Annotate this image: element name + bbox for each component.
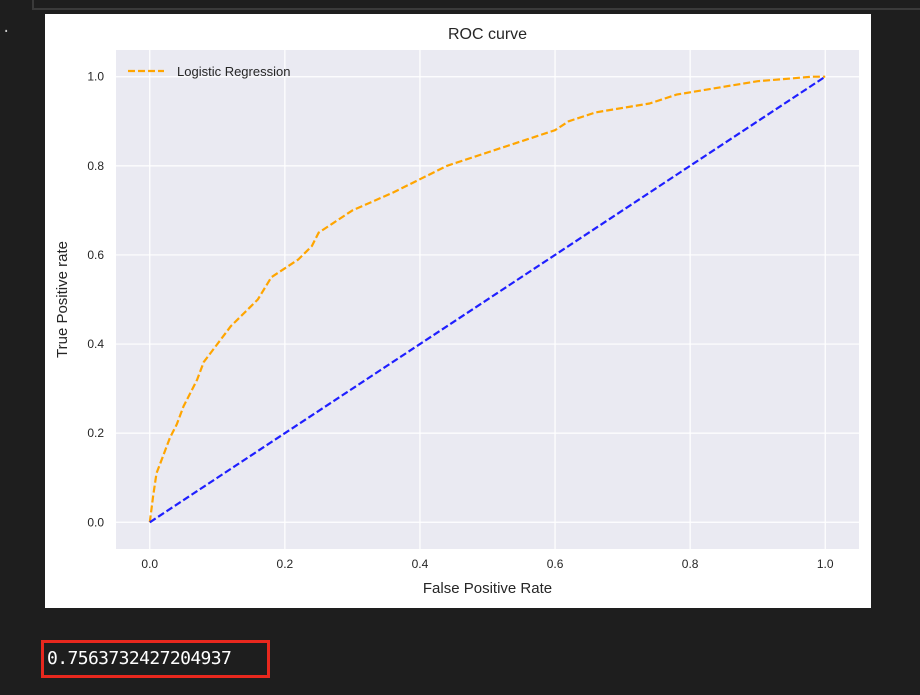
y-tick-label: 0.0	[87, 515, 104, 529]
auc-score-output: 0.7563732427204937	[41, 640, 270, 678]
roc-chart-svg: 0.0 0.2 0.4 0.6 0.8 1.0 0.0 0.2 0.4 0.6 0.8 1.0 Log…	[54, 26, 859, 597]
x-tick-label: 0.4	[412, 557, 429, 571]
x-tick-label: 0.2	[277, 557, 294, 571]
y-tick-label: 0.8	[87, 159, 104, 173]
roc-chart-figure: 0.0 0.2 0.4 0.6 0.8 1.0 0.0 0.2 0.4 0.6 0.8 1.0 Log…	[45, 14, 871, 608]
chart-title: ROC curve	[448, 26, 527, 43]
legend: Logistic Regression	[128, 64, 290, 79]
x-axis-label: False Positive Rate	[423, 580, 552, 597]
y-tick-label: 0.4	[87, 337, 104, 351]
cell-prompt-marker: .	[2, 20, 11, 36]
y-tick-label: 0.6	[87, 248, 104, 262]
cell-divider	[32, 0, 920, 10]
grid-lines	[116, 50, 859, 549]
x-tick-label: 0.6	[547, 557, 564, 571]
y-tick-label: 1.0	[87, 70, 104, 84]
y-axis-label: True Positive rate	[54, 241, 71, 358]
y-tick-label: 0.2	[87, 426, 104, 440]
x-tick-label: 1.0	[817, 557, 834, 571]
diagonal-reference-line	[149, 75, 826, 524]
series-lines	[148, 75, 826, 524]
x-tick-label: 0.0	[141, 557, 158, 571]
tick-labels: 0.0 0.2 0.4 0.6 0.8 1.0 0.0 0.2 0.4 0.6 0.8 1.0	[87, 70, 834, 571]
legend-label: Logistic Regression	[177, 64, 290, 79]
roc-curve-line	[148, 75, 826, 523]
x-tick-label: 0.8	[682, 557, 699, 571]
